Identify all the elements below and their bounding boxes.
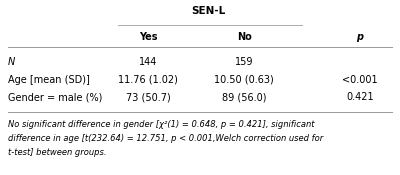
Text: 73 (50.7): 73 (50.7)	[126, 92, 170, 102]
Text: 0.421: 0.421	[346, 92, 374, 102]
Text: Gender = male (%): Gender = male (%)	[8, 92, 102, 102]
Text: 144: 144	[139, 57, 157, 67]
Text: No: No	[237, 32, 251, 42]
Text: 10.50 (0.63): 10.50 (0.63)	[214, 75, 274, 85]
Text: Age [mean (SD)]: Age [mean (SD)]	[8, 75, 90, 85]
Text: 89 (56.0): 89 (56.0)	[222, 92, 266, 102]
Text: <0.001: <0.001	[342, 75, 378, 85]
Text: No significant difference in gender [χ²(1) = 0.648, p = 0.421], significant: No significant difference in gender [χ²(…	[8, 120, 314, 129]
Text: 159: 159	[235, 57, 253, 67]
Text: Yes: Yes	[139, 32, 157, 42]
Text: N: N	[8, 57, 15, 67]
Text: t-test] between groups.: t-test] between groups.	[8, 148, 106, 157]
Text: SEN-L: SEN-L	[191, 6, 225, 16]
Text: p: p	[356, 32, 364, 42]
Text: difference in age [t(232.64) = 12.751, p < 0.001,Welch correction used for: difference in age [t(232.64) = 12.751, p…	[8, 134, 323, 143]
Text: 11.76 (1.02): 11.76 (1.02)	[118, 75, 178, 85]
